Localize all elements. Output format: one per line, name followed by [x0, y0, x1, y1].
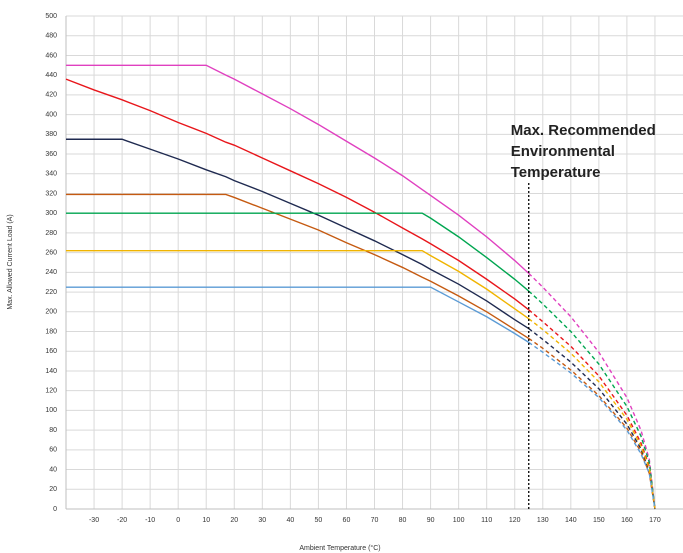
series-line-dashed	[528, 328, 656, 510]
y-tick-label: 280	[45, 230, 57, 237]
y-axis-label: Max. Allowed Current Load (A)	[7, 214, 14, 309]
y-tick-label: 300	[45, 210, 57, 217]
series-line-dashed	[528, 272, 656, 510]
series-line	[66, 138, 530, 330]
y-tick-label: 460	[45, 52, 57, 59]
x-tick-label: 100	[453, 517, 465, 524]
y-tick-label: 440	[45, 72, 57, 79]
y-tick-label: 20	[49, 486, 57, 493]
x-tick-label: 20	[230, 517, 238, 524]
series-line-dashed	[528, 337, 656, 510]
x-tick-label: -20	[117, 517, 127, 524]
series-line-dashed	[528, 309, 656, 510]
annotation-text: Environmental	[511, 143, 615, 160]
x-tick-label: 40	[286, 517, 294, 524]
x-tick-label: 70	[371, 517, 379, 524]
x-tick-label: 160	[621, 517, 633, 524]
y-tick-label: 200	[45, 309, 57, 316]
y-tick-label: 180	[45, 328, 57, 335]
x-tick-label: 30	[258, 517, 266, 524]
series-line	[66, 249, 530, 320]
x-tick-label: 140	[565, 517, 577, 524]
x-tick-label: -10	[145, 517, 155, 524]
y-tick-label: 40	[49, 466, 57, 473]
y-tick-label: 420	[45, 92, 57, 99]
y-tick-label: 360	[45, 151, 57, 158]
x-tick-label: -30	[89, 517, 99, 524]
series-line	[65, 78, 530, 311]
y-tick-label: 400	[45, 111, 57, 118]
y-tick-label: 240	[45, 269, 57, 276]
y-tick-label: 140	[45, 368, 57, 375]
series-line	[66, 286, 530, 343]
x-tick-label: 0	[176, 517, 180, 524]
x-tick-label: 50	[315, 517, 323, 524]
x-tick-label: 10	[202, 517, 210, 524]
y-tick-label: 120	[45, 388, 57, 395]
y-tick-label: 60	[49, 447, 57, 454]
annotation-text: Temperature	[511, 164, 601, 181]
y-tick-label: 480	[45, 33, 57, 40]
series-line	[66, 193, 530, 340]
series-line-dashed	[528, 318, 656, 510]
y-tick-label: 260	[45, 249, 57, 256]
y-tick-label: 340	[45, 171, 57, 178]
x-tick-label: 80	[399, 517, 407, 524]
x-axis-label: Ambient Temperature (°C)	[299, 544, 380, 552]
series-line-dashed	[528, 341, 656, 510]
x-tick-label: 60	[343, 517, 351, 524]
series-line	[66, 212, 530, 292]
x-tick-label: 130	[537, 517, 549, 524]
x-tick-label: 110	[481, 517, 492, 524]
y-tick-label: 500	[45, 13, 57, 20]
y-tick-label: 380	[45, 131, 57, 138]
y-tick-label: 320	[45, 190, 57, 197]
x-tick-label: 150	[593, 517, 605, 524]
series-line-dashed	[528, 290, 656, 510]
y-tick-label: 80	[49, 427, 57, 434]
y-tick-label: 0	[53, 506, 57, 513]
x-tick-label: 90	[427, 517, 435, 524]
x-tick-label: 120	[509, 517, 521, 524]
y-tick-label: 220	[45, 289, 57, 296]
series-line	[66, 64, 530, 274]
x-tick-label: 170	[649, 517, 661, 524]
annotation-text: Max. Recommended	[511, 122, 656, 139]
y-tick-label: 160	[45, 348, 57, 355]
y-tick-label: 100	[45, 407, 57, 414]
